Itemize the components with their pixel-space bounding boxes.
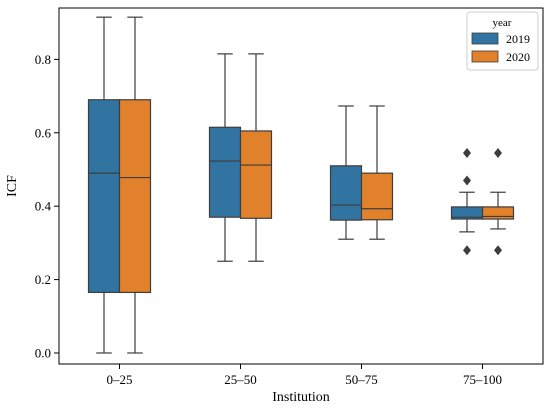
box-2019-1 bbox=[208, 53, 242, 262]
x-tick-label: 25–50 bbox=[224, 372, 257, 387]
box-2020-3 bbox=[481, 147, 515, 256]
legend-swatch bbox=[471, 32, 499, 45]
iqr-box bbox=[239, 130, 273, 219]
legend-label: 2019 bbox=[506, 32, 530, 46]
box-2019-0 bbox=[87, 16, 121, 354]
iqr-box bbox=[329, 165, 363, 221]
legend-swatch bbox=[471, 50, 499, 63]
box-2019-3 bbox=[450, 147, 484, 256]
x-tick-label: 0–25 bbox=[107, 372, 133, 387]
outlier-point bbox=[463, 245, 471, 256]
y-tick-label: 0.0 bbox=[35, 345, 51, 360]
legend-label: 2020 bbox=[506, 50, 530, 64]
plot-frame bbox=[58, 7, 544, 365]
y-tick-label: 0.2 bbox=[35, 272, 51, 287]
outlier-point bbox=[494, 147, 502, 158]
iqr-box bbox=[208, 126, 242, 218]
box-2020-0 bbox=[118, 16, 152, 354]
box-groups bbox=[87, 16, 515, 354]
y-axis: 0.0 0.2 0.4 0.6 0.8 bbox=[35, 52, 59, 360]
box-2020-1 bbox=[239, 53, 273, 262]
iqr-box bbox=[87, 99, 121, 294]
iqr-box bbox=[360, 172, 394, 221]
outlier-point bbox=[494, 245, 502, 256]
y-tick-label: 0.4 bbox=[35, 199, 52, 214]
iqr-box bbox=[481, 206, 515, 220]
outlier-point bbox=[463, 175, 471, 186]
y-tick-label: 0.8 bbox=[35, 52, 51, 67]
y-axis-title: ICF bbox=[5, 175, 20, 197]
y-tick-label: 0.6 bbox=[35, 125, 52, 140]
legend-title: year bbox=[493, 17, 512, 29]
outlier-point bbox=[463, 147, 471, 158]
x-axis-title: Institution bbox=[272, 390, 330, 405]
x-tick-label: 50–75 bbox=[345, 372, 378, 387]
box-2020-2 bbox=[360, 105, 394, 240]
box-2019-2 bbox=[329, 105, 363, 240]
x-tick-label: 75–100 bbox=[463, 372, 502, 387]
legend: year 2019 2020 bbox=[466, 11, 539, 71]
x-axis: 0–25 25–50 50–75 75–100 bbox=[107, 364, 502, 387]
iqr-box bbox=[118, 99, 152, 294]
